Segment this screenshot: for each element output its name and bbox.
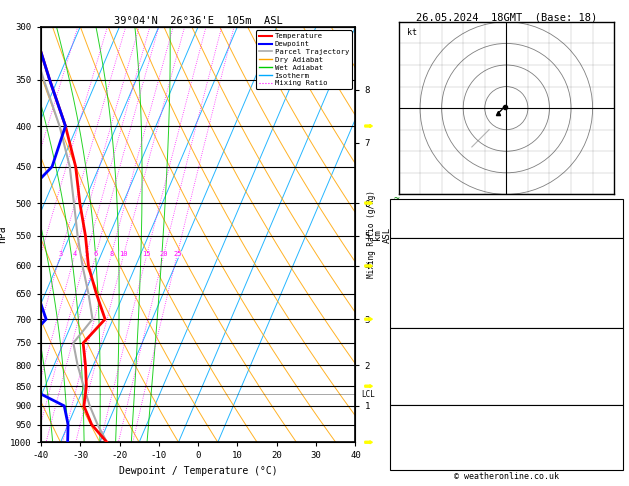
- Text: 78: 78: [609, 395, 620, 403]
- Text: CIN (J): CIN (J): [393, 395, 431, 403]
- Text: 3: 3: [58, 251, 63, 257]
- Text: 78: 78: [609, 317, 620, 326]
- Text: 8: 8: [109, 251, 114, 257]
- Text: 5: 5: [84, 251, 89, 257]
- Text: 320: 320: [603, 278, 620, 288]
- Text: PW (cm): PW (cm): [393, 227, 431, 236]
- Text: -3: -3: [609, 201, 620, 210]
- Text: ~: ~: [393, 209, 399, 219]
- Text: 43: 43: [609, 420, 620, 429]
- Text: CAPE (J): CAPE (J): [393, 304, 436, 313]
- Text: LCL: LCL: [362, 390, 376, 399]
- Title: 39°04'N  26°36'E  105m  ASL: 39°04'N 26°36'E 105m ASL: [114, 16, 282, 26]
- Text: StmDir: StmDir: [393, 446, 425, 455]
- Y-axis label: hPa: hPa: [0, 226, 8, 243]
- Text: 1: 1: [614, 292, 620, 300]
- Text: Dewp (°C): Dewp (°C): [393, 266, 442, 275]
- Text: 5: 5: [614, 382, 620, 391]
- Text: 107°: 107°: [598, 446, 620, 455]
- Text: EH: EH: [393, 420, 404, 429]
- Text: Most Unstable: Most Unstable: [471, 330, 542, 338]
- Text: 1000: 1000: [598, 343, 620, 352]
- Text: StmSpd (kt): StmSpd (kt): [393, 459, 452, 468]
- Text: ~: ~: [393, 194, 399, 204]
- Text: CAPE (J): CAPE (J): [393, 382, 436, 391]
- Text: Mixing Ratio (g/kg): Mixing Ratio (g/kg): [367, 191, 376, 278]
- Text: 20: 20: [160, 251, 168, 257]
- Text: ~: ~: [393, 224, 399, 233]
- Text: 26.05.2024  18GMT  (Base: 18): 26.05.2024 18GMT (Base: 18): [416, 12, 597, 22]
- Text: K: K: [393, 201, 399, 210]
- Legend: Temperature, Dewpoint, Parcel Trajectory, Dry Adiabat, Wet Adiabat, Isotherm, Mi: Temperature, Dewpoint, Parcel Trajectory…: [256, 30, 352, 89]
- Text: Totals Totals: Totals Totals: [393, 214, 463, 223]
- Text: 5: 5: [614, 304, 620, 313]
- Text: Lifted Index: Lifted Index: [393, 369, 458, 378]
- Text: 6: 6: [94, 251, 98, 257]
- Text: Lifted Index: Lifted Index: [393, 292, 458, 300]
- Text: 3: 3: [614, 459, 620, 468]
- Text: 1: 1: [614, 369, 620, 378]
- Text: 11.8: 11.8: [598, 266, 620, 275]
- Text: Surface: Surface: [487, 239, 525, 248]
- Text: 320: 320: [603, 356, 620, 365]
- Text: θe(K): θe(K): [393, 278, 420, 288]
- Text: 15: 15: [143, 251, 151, 257]
- Text: 1.6: 1.6: [603, 227, 620, 236]
- Text: 34: 34: [609, 433, 620, 442]
- Text: θe (K): θe (K): [393, 356, 425, 365]
- Text: Temp (°C): Temp (°C): [393, 253, 442, 262]
- Text: 46: 46: [609, 214, 620, 223]
- Text: kt: kt: [407, 28, 417, 37]
- Y-axis label: km
ASL: km ASL: [372, 226, 392, 243]
- Text: SREH: SREH: [393, 433, 415, 442]
- Text: Hodograph: Hodograph: [482, 407, 530, 416]
- Text: Pressure (mb): Pressure (mb): [393, 343, 463, 352]
- Text: 25: 25: [173, 251, 182, 257]
- Text: 21.8: 21.8: [598, 253, 620, 262]
- X-axis label: Dewpoint / Temperature (°C): Dewpoint / Temperature (°C): [119, 466, 277, 476]
- Text: © weatheronline.co.uk: © weatheronline.co.uk: [454, 472, 559, 481]
- Text: 10: 10: [120, 251, 128, 257]
- Text: 4: 4: [73, 251, 77, 257]
- Text: CIN (J): CIN (J): [393, 317, 431, 326]
